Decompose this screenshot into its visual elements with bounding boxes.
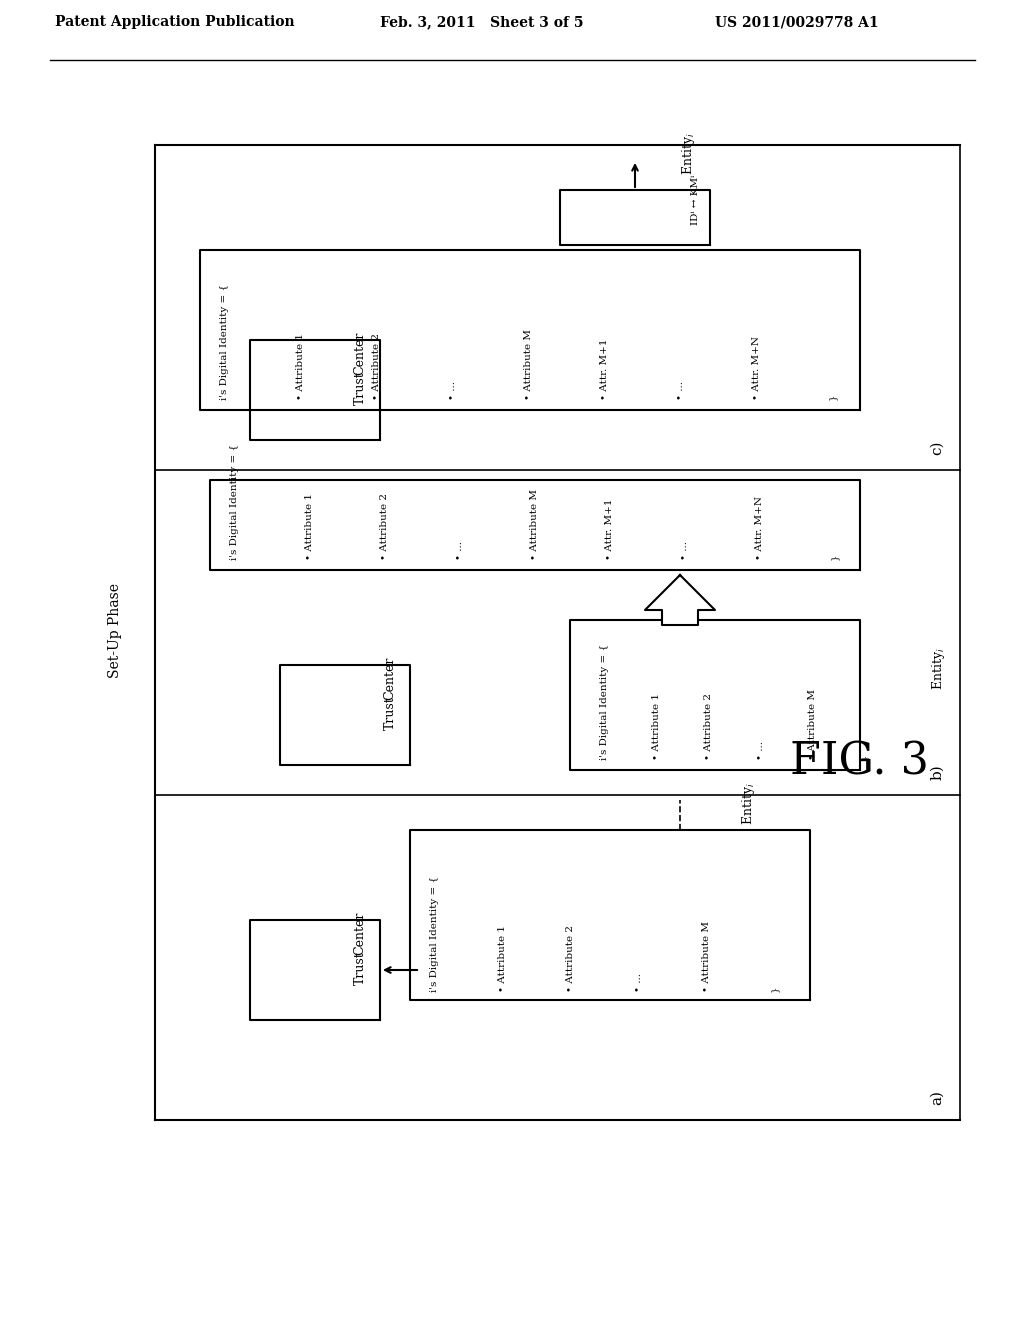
Text: Trust: Trust	[353, 952, 367, 985]
Text: }: }	[828, 393, 837, 400]
Polygon shape	[250, 341, 380, 440]
Text: Entity$_i$: Entity$_i$	[740, 783, 757, 825]
Polygon shape	[250, 920, 380, 1020]
Text: Set-Up Phase: Set-Up Phase	[108, 582, 122, 677]
Text: i's Digital Identity = {: i's Digital Identity = {	[220, 284, 229, 400]
Text: }: }	[830, 553, 839, 560]
Text: Feb. 3, 2011   Sheet 3 of 5: Feb. 3, 2011 Sheet 3 of 5	[380, 15, 584, 29]
Text: Center: Center	[353, 912, 367, 954]
Text: • Attr. M+1: • Attr. M+1	[605, 499, 614, 560]
Text: • Attr. M+N: • Attr. M+N	[755, 496, 764, 560]
Polygon shape	[280, 665, 410, 766]
Text: }: }	[770, 986, 779, 993]
Text: Center: Center	[353, 331, 367, 375]
Polygon shape	[560, 190, 710, 246]
Text: • Attribute M: • Attribute M	[702, 921, 711, 993]
Text: Trust: Trust	[384, 696, 396, 730]
Text: c): c)	[930, 441, 944, 455]
Text: i's Digital Identity = {: i's Digital Identity = {	[230, 444, 239, 560]
Text: FIG. 3: FIG. 3	[790, 741, 929, 783]
Text: b): b)	[930, 764, 944, 780]
Text: Center: Center	[384, 656, 396, 700]
Text: • ...: • ...	[680, 541, 689, 560]
Text: • Attribute 2: • Attribute 2	[380, 492, 389, 560]
Text: IDⁱ ↔ KMⁱ: IDⁱ ↔ KMⁱ	[690, 174, 699, 224]
Text: i's Digital Identity = {: i's Digital Identity = {	[430, 876, 439, 993]
Text: Entity$_i$: Entity$_i$	[930, 647, 947, 690]
Text: • ...: • ...	[634, 973, 643, 993]
Text: • Attribute 2: • Attribute 2	[372, 333, 381, 400]
Text: • Attr. M+1: • Attr. M+1	[600, 338, 609, 400]
Text: • ...: • ...	[756, 741, 765, 760]
Text: US 2011/0029778 A1: US 2011/0029778 A1	[715, 15, 879, 29]
Text: • ...: • ...	[449, 381, 457, 400]
Text: Entity$_i$: Entity$_i$	[680, 132, 697, 176]
Text: • Attribute 2: • Attribute 2	[705, 693, 713, 760]
Text: • Attribute 1: • Attribute 1	[296, 333, 305, 400]
Text: Trust: Trust	[353, 371, 367, 405]
Text: • Attribute 1: • Attribute 1	[305, 492, 314, 560]
Polygon shape	[410, 830, 810, 1001]
Text: • Attribute 1: • Attribute 1	[652, 693, 662, 760]
Polygon shape	[210, 480, 860, 570]
Text: • ...: • ...	[676, 381, 685, 400]
Polygon shape	[645, 576, 715, 624]
Text: • Attribute 1: • Attribute 1	[498, 925, 507, 993]
Polygon shape	[570, 620, 860, 770]
Text: i's Digital Identity = {: i's Digital Identity = {	[600, 644, 609, 760]
Text: a): a)	[930, 1090, 944, 1105]
Text: • Attribute M: • Attribute M	[524, 329, 534, 400]
Text: • Attribute 2: • Attribute 2	[566, 925, 575, 993]
Text: • ...: • ...	[455, 541, 464, 560]
Text: • Attr. M+N: • Attr. M+N	[752, 337, 761, 400]
Text: • Attribute M: • Attribute M	[530, 488, 539, 560]
Text: • Attribute M: • Attribute M	[808, 689, 817, 760]
Text: Patent Application Publication: Patent Application Publication	[55, 15, 295, 29]
Text: }: }	[860, 754, 869, 760]
Polygon shape	[200, 249, 860, 411]
